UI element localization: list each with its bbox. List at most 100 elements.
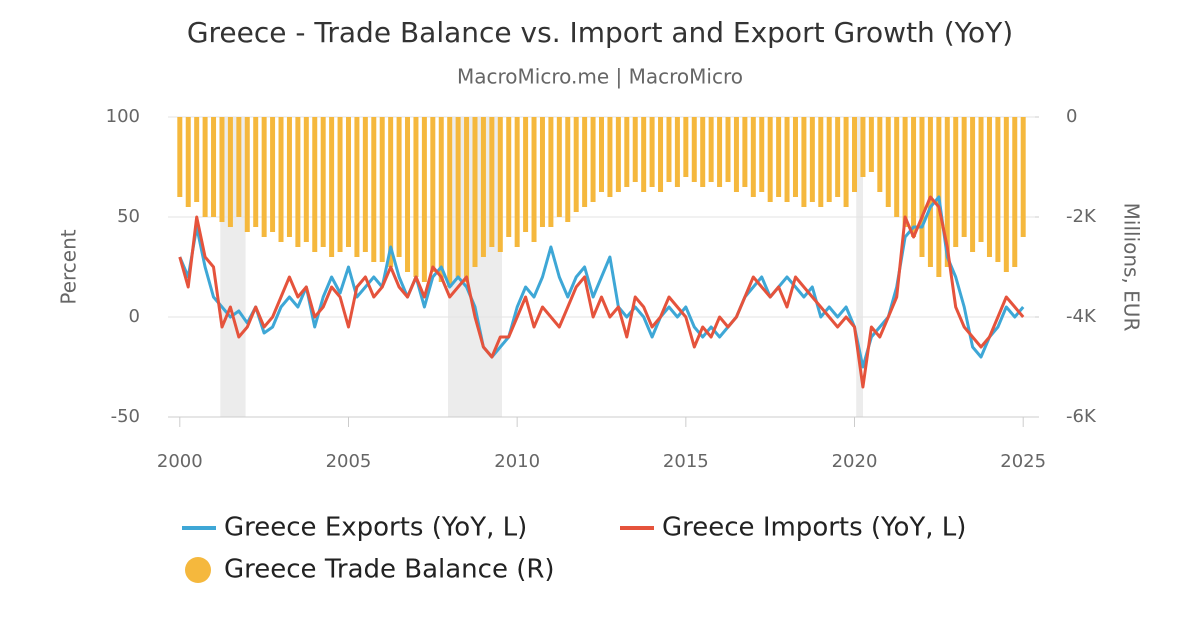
bar [202,117,208,217]
bar [1003,117,1009,272]
bar [641,117,647,192]
bar [894,117,900,217]
bar [835,117,841,197]
bar [270,117,276,232]
y2-tick-label: -4K [1066,306,1097,327]
x-tick-label: 2005 [326,451,372,472]
bar [674,117,680,187]
legend-label: Greece Imports (YoY, L) [662,513,966,543]
bar [219,117,225,222]
x-tick-label: 2000 [157,451,203,472]
bar [868,117,874,172]
bar [278,117,284,242]
bar [582,117,588,207]
bar [649,117,655,187]
bar [1020,117,1026,237]
bar [927,117,933,267]
bar [860,117,866,177]
bar [776,117,782,197]
bar [666,117,672,182]
x-tick-label: 2025 [1000,451,1046,472]
bar [632,117,638,182]
bar [852,117,858,192]
bar [472,117,478,267]
legend-label: Greece Trade Balance (R) [224,555,555,585]
x-tick-label: 2015 [663,451,709,472]
bar [548,117,554,227]
y2-tick-label: 0 [1066,106,1077,127]
bar [767,117,773,202]
chart-title: Greece - Trade Balance vs. Import and Ex… [187,16,1013,49]
bar [615,117,621,192]
bar [413,117,419,277]
bar [177,117,183,197]
y-tick-label: 50 [117,206,140,227]
x-tick-label: 2010 [494,451,540,472]
bar [312,117,318,252]
bar [320,117,326,247]
bar [329,117,335,257]
bar [826,117,832,202]
y-axis-label: Percent [57,229,81,304]
bar [185,117,191,207]
bar [295,117,301,247]
bar [379,117,385,262]
bar [843,117,849,207]
bar [464,117,470,282]
y-tick-label: -50 [111,406,140,427]
bar [286,117,292,237]
bar [700,117,706,187]
line [178,195,1025,369]
bar [970,117,976,252]
bar [514,117,520,247]
bar [531,117,537,242]
bar [733,117,739,192]
bar [303,117,309,242]
bar [624,117,630,187]
bar [911,117,917,237]
legend-label: Greece Exports (YoY, L) [224,513,527,543]
bar [337,117,343,252]
bar [345,117,351,247]
bar [244,117,250,232]
bar [227,117,233,227]
legend-swatch [185,557,211,583]
bar [809,117,815,202]
bar [1012,117,1018,267]
bar [658,117,664,192]
bar [489,117,495,247]
bar [455,117,461,277]
bar [539,117,545,227]
y-tick-label: 100 [106,106,140,127]
bar [590,117,596,202]
bar [877,117,883,192]
bar [607,117,613,197]
bar [818,117,824,207]
bar [978,117,984,242]
bar [885,117,891,207]
bar [194,117,200,202]
bar [717,117,723,187]
bar [784,117,790,202]
bar [556,117,562,217]
bar [523,117,529,232]
bar [388,117,394,267]
bar [759,117,765,192]
bar [792,117,798,197]
bar [565,117,571,222]
bar [405,117,411,272]
bar [430,117,436,272]
bar [371,117,377,262]
bar [480,117,486,257]
bar [253,117,259,227]
chart-subtitle: MacroMicro.me | MacroMicro [457,65,743,89]
bar [683,117,689,177]
y2-tick-label: -6K [1066,406,1097,427]
shaded-period [220,117,246,417]
bar [354,117,360,257]
bar [750,117,756,197]
bar [447,117,453,287]
bar [742,117,748,187]
y-tick-label: 0 [129,306,140,327]
bar [506,117,512,237]
